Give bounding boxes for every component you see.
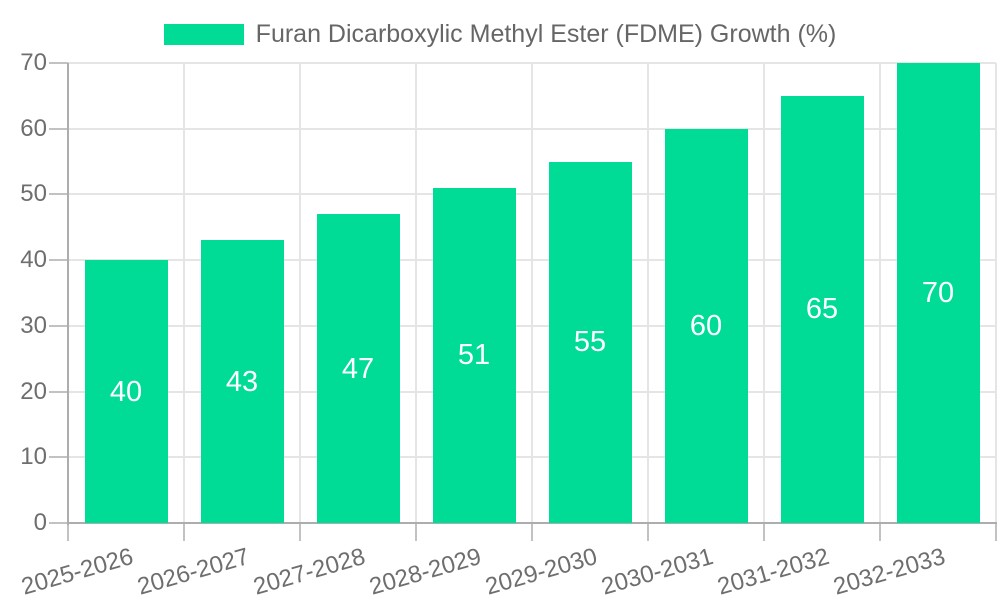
y-axis-tick: [49, 259, 68, 262]
bar-value-label: 40: [109, 375, 143, 408]
legend-swatch-icon: [163, 24, 244, 45]
legend-label: Furan Dicarboxylic Methyl Ester (FDME) G…: [255, 20, 837, 48]
bar[interactable]: [316, 214, 400, 523]
x-axis-label: 2029-2030: [482, 543, 601, 600]
legend-item[interactable]: Furan Dicarboxylic Methyl Ester (FDME) G…: [163, 20, 837, 48]
y-axis-tick: [49, 127, 68, 130]
bar-value-label: 60: [689, 309, 723, 342]
x-axis-tick: [531, 524, 533, 541]
y-axis-label: 0: [33, 509, 47, 536]
x-axis-tick: [647, 524, 649, 541]
y-axis-tick: [49, 62, 68, 64]
bar-value-label: 43: [225, 365, 259, 398]
x-axis-tick: [415, 524, 417, 541]
gridline-vertical: [531, 63, 533, 523]
bar[interactable]: [200, 240, 284, 523]
gridline-vertical: [183, 63, 185, 523]
x-axis-label: 2028-2029: [366, 543, 485, 600]
bar[interactable]: [432, 187, 516, 523]
bar[interactable]: [780, 95, 864, 523]
x-axis-tick: [763, 524, 765, 541]
x-axis-tick: [879, 524, 881, 541]
bar[interactable]: [664, 128, 748, 523]
bar[interactable]: [548, 161, 632, 523]
y-axis-label: 60: [20, 114, 47, 142]
gridline-vertical: [647, 63, 649, 523]
gridline-vertical: [415, 63, 417, 523]
bar-value-label: 47: [341, 352, 375, 385]
x-axis-tick: [995, 524, 997, 541]
gridline-vertical: [879, 63, 881, 523]
gridline-vertical: [763, 63, 765, 523]
bar-value-label: 65: [805, 293, 839, 326]
y-axis-tick: [49, 390, 68, 393]
gridline-vertical: [995, 63, 997, 523]
x-axis-label: 2027-2028: [250, 543, 369, 600]
x-axis-tick: [299, 524, 301, 541]
x-axis-tick: [183, 524, 185, 541]
x-axis-label: 2030-2031: [598, 543, 717, 600]
x-axis-tick: [67, 524, 69, 541]
y-axis-label: 70: [20, 49, 47, 76]
y-axis-label: 20: [20, 377, 47, 405]
y-axis-label: 40: [20, 246, 47, 274]
y-axis-label: 10: [20, 443, 47, 471]
y-axis-tick: [49, 522, 68, 524]
bar-value-label: 70: [921, 277, 955, 309]
bar[interactable]: [84, 260, 168, 523]
gridline-vertical: [299, 63, 301, 523]
chart-legend: Furan Dicarboxylic Methyl Ester (FDME) G…: [0, 22, 1000, 47]
y-axis-label: 50: [20, 180, 47, 208]
bar-value-label: 51: [457, 339, 491, 372]
y-axis-label: 30: [20, 311, 47, 339]
y-axis-tick: [49, 324, 68, 327]
bar-value-label: 55: [573, 326, 607, 359]
y-axis-tick: [49, 456, 68, 459]
x-axis-line: [67, 522, 997, 524]
x-axis-label: 2025-2026: [18, 543, 137, 600]
x-axis-label: 2026-2027: [134, 543, 253, 600]
x-axis-label: 2032-2033: [830, 543, 949, 600]
y-axis-line: [67, 63, 69, 525]
y-axis-tick: [49, 193, 68, 196]
x-axis-label: 2031-2032: [714, 543, 833, 600]
bar[interactable]: [896, 63, 980, 523]
